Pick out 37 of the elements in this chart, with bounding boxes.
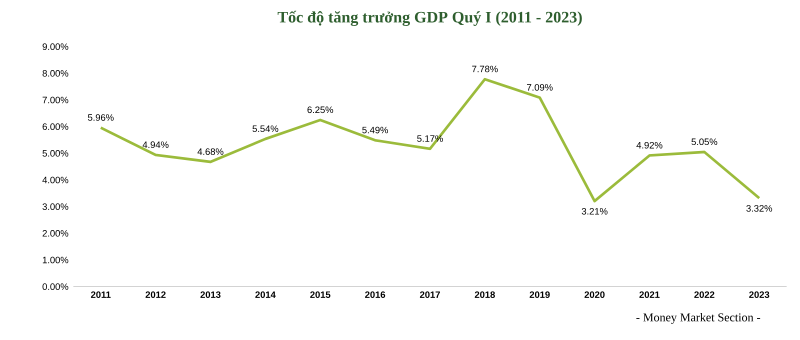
y-tick-label: 1.00% bbox=[42, 256, 68, 264]
data-label: 5.49% bbox=[362, 126, 388, 134]
data-label: 5.54% bbox=[252, 125, 278, 132]
x-tick-label: 2012 bbox=[146, 291, 166, 298]
x-tick-label: 2013 bbox=[200, 291, 221, 298]
y-tick-label: 7.00% bbox=[42, 96, 68, 104]
x-tick-label: 2021 bbox=[639, 291, 660, 298]
y-tick-label: 8.00% bbox=[42, 70, 68, 77]
x-tick-label: 2014 bbox=[255, 291, 276, 298]
y-tick-label: 6.00% bbox=[42, 123, 68, 130]
data-label: 3.21% bbox=[582, 208, 608, 215]
data-label: 3.32% bbox=[746, 205, 772, 212]
data-label: 6.25% bbox=[308, 106, 334, 114]
x-tick-label: 2017 bbox=[420, 291, 440, 298]
chart-title: Tốc độ tăng trưởng GDP Quý I (2011 - 2023) bbox=[278, 10, 582, 26]
x-tick-label: 2020 bbox=[584, 291, 605, 298]
x-tick-label: 2015 bbox=[310, 291, 330, 298]
data-label: 5.96% bbox=[88, 114, 114, 121]
x-tick-label: 2011 bbox=[90, 291, 111, 298]
x-tick-label: 2016 bbox=[365, 291, 386, 298]
y-tick-label: 3.00% bbox=[42, 203, 68, 210]
data-label: 7.09% bbox=[526, 84, 553, 91]
data-label: 4.94% bbox=[142, 141, 169, 148]
y-tick-label: 5.00% bbox=[42, 150, 68, 157]
data-label: 4.68% bbox=[197, 148, 224, 155]
y-tick-label: 9.00% bbox=[42, 43, 68, 50]
x-tick-label: 2023 bbox=[749, 291, 770, 298]
y-tick-label: 4.00% bbox=[42, 176, 68, 184]
x-tick-label: 2022 bbox=[694, 291, 714, 298]
x-tick-label: 2019 bbox=[530, 291, 550, 298]
y-tick-label: 0.00% bbox=[42, 283, 68, 290]
data-label: 7.78% bbox=[472, 66, 498, 72]
y-tick-label: 2.00% bbox=[42, 230, 68, 237]
data-label: 5.05% bbox=[692, 138, 718, 146]
data-label: 4.92% bbox=[636, 142, 662, 149]
text: - Money Market Section - bbox=[636, 312, 760, 324]
x-tick-label: 2018 bbox=[474, 291, 495, 298]
